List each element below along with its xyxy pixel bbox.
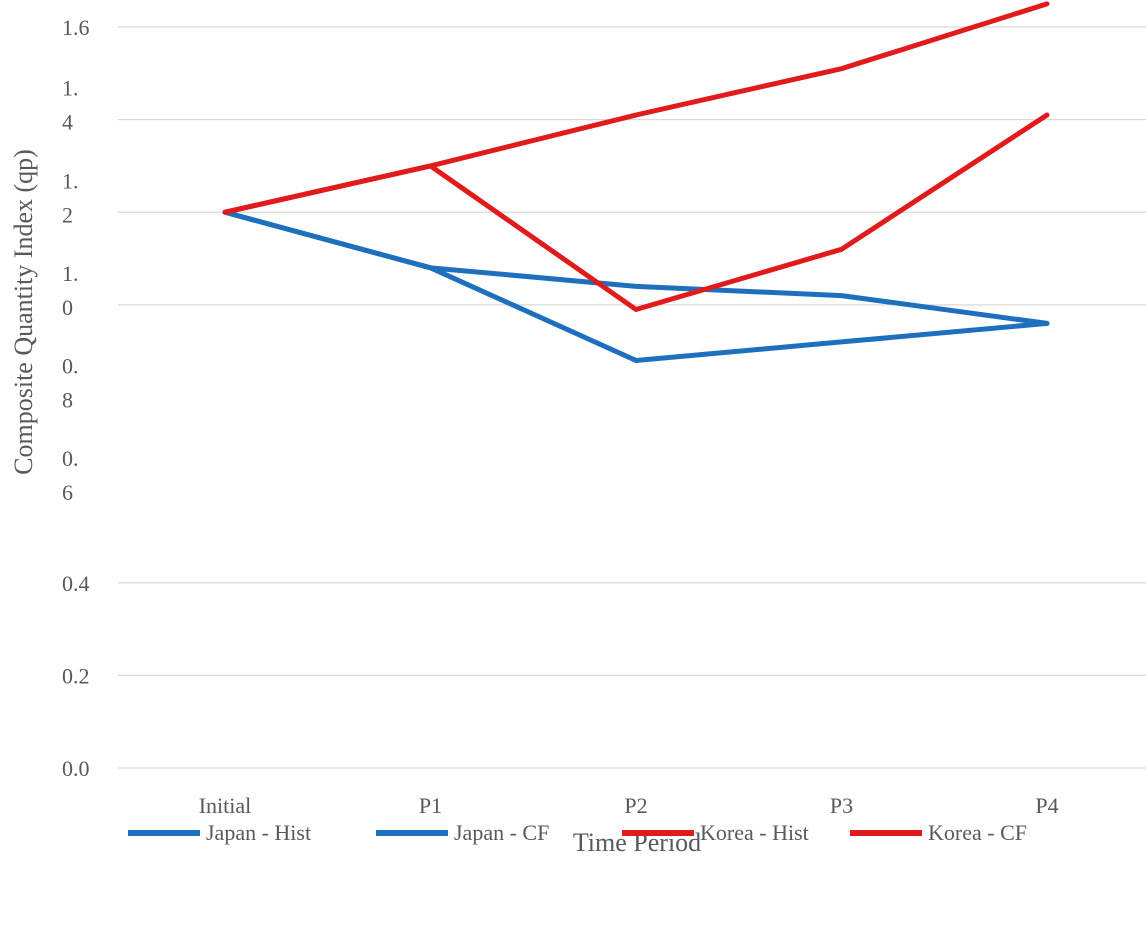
series-line — [222, 112, 1050, 313]
series-lines — [222, 1, 1050, 363]
legend-label: Korea - Hist — [700, 820, 809, 845]
legend-item: Japan - CF — [376, 818, 549, 848]
legend-label: Japan - CF — [454, 820, 550, 845]
x-tick-label: Initial — [199, 793, 252, 818]
y-tick-label: 0.2 — [62, 663, 90, 688]
gridlines — [118, 26, 1146, 769]
y-tick-label: 0.0 — [62, 756, 90, 781]
y-tick-label: 0.4 — [62, 571, 90, 596]
x-tick-label: P3 — [830, 793, 853, 818]
y-axis-tick-labels: 0.0 0.2 0.4 0. 6 0. 8 1. 0 1. 2 1. 4 1.6 — [62, 15, 90, 781]
series-line — [222, 209, 1050, 363]
legend-label: Japan - Hist — [206, 820, 312, 845]
y-axis-title: Composite Quantity Index (qp) — [9, 149, 38, 475]
y-tick-label: 0. 6 — [62, 446, 79, 505]
y-tick-label: 1.6 — [62, 15, 90, 40]
x-tick-label: P1 — [419, 793, 442, 818]
legend-swatch — [376, 830, 448, 836]
series-line — [222, 1, 1050, 215]
legend-item: Japan - Hist — [128, 818, 311, 848]
legend-swatch — [128, 830, 200, 836]
y-tick-label: 1. 4 — [62, 76, 79, 135]
x-axis-tick-labels: Initial P1 P2 P3 P4 — [199, 793, 1059, 818]
x-tick-label: P4 — [1035, 793, 1058, 818]
legend-item: Korea - Hist — [622, 818, 809, 848]
legend-swatch — [622, 830, 694, 836]
legend-swatch — [850, 830, 922, 836]
y-tick-label: 1. 2 — [62, 168, 79, 227]
y-tick-label: 0. 8 — [62, 354, 79, 413]
x-tick-label: P2 — [624, 793, 647, 818]
legend-label: Korea - CF — [928, 820, 1027, 845]
legend: Japan - Hist Japan - CF Korea - Hist Korea … — [0, 818, 1146, 848]
y-tick-label: 1. 0 — [62, 261, 79, 320]
legend-item: Korea - CF — [850, 818, 1027, 848]
